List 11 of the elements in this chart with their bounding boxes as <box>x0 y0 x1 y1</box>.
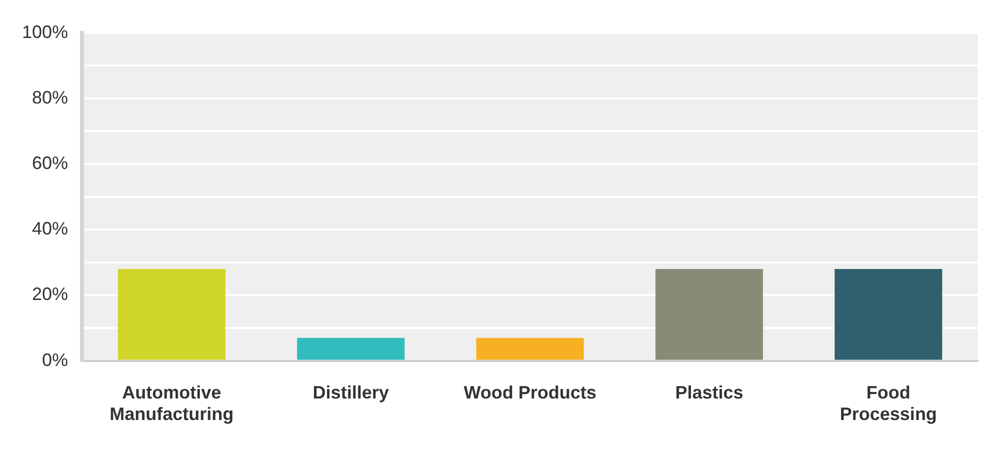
y-tick-label: 80% <box>32 87 68 108</box>
x-tick-label: Wood Products <box>464 382 596 403</box>
x-tick-label: Plastics <box>675 382 744 403</box>
y-tick-label: 100% <box>22 22 68 42</box>
y-tick-label: 40% <box>32 218 68 239</box>
x-tick-label: Distillery <box>312 382 389 403</box>
y-tick-label: 60% <box>32 152 68 173</box>
x-tick-label: Food Processing <box>840 382 937 424</box>
x-tick-label: Automotive Manufacturing <box>110 382 234 424</box>
y-tick-label: 0% <box>42 350 68 370</box>
y-tick-label: 20% <box>32 284 68 304</box>
